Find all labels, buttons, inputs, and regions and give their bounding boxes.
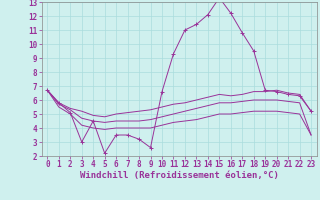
X-axis label: Windchill (Refroidissement éolien,°C): Windchill (Refroidissement éolien,°C) xyxy=(80,171,279,180)
